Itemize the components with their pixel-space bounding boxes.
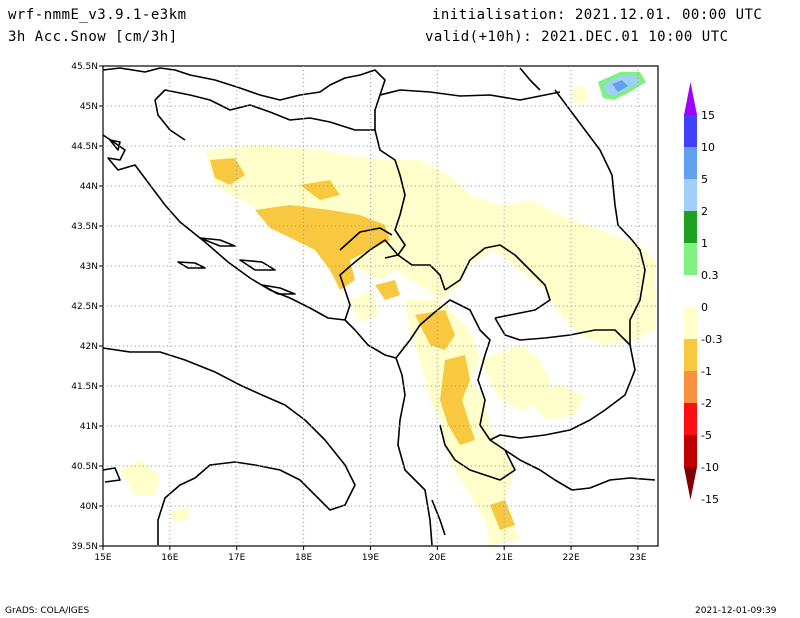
colorbar-label: -2 (701, 397, 712, 410)
lon-tick-label: 16E (161, 553, 178, 563)
colorbar-segment (684, 435, 697, 467)
valid-time: valid(+10h): 2021.DEC.01 10:00 UTC (425, 29, 729, 45)
lat-tick-label: 45.5N (71, 62, 98, 72)
lat-tick-label: 43N (80, 262, 98, 272)
colorbar-label: 0.3 (701, 269, 719, 282)
colorbar-label: -1 (701, 365, 712, 378)
lat-tick-labels: 45.5N 45N 44.5N 44N 43.5N 43N 42.5N 42N 41.5N 41N… (71, 62, 103, 552)
lat-tick-label: 44.5N (71, 142, 98, 152)
lat-tick-label: 43.5N (71, 222, 98, 232)
colorbar-segment (684, 371, 697, 403)
lat-tick-label: 41N (80, 422, 98, 432)
lon-tick-label: 21E (496, 553, 513, 563)
colorbar-top-arrow (684, 82, 697, 115)
colorbar-label: 10 (701, 141, 715, 154)
lat-tick-label: 40.5N (71, 462, 98, 472)
colorbar-label: -10 (701, 461, 719, 474)
colorbar-segment (684, 307, 697, 339)
field-title: 3h Acc.Snow [cm/3h] (8, 29, 178, 45)
footer-timestamp: 2021-12-01-09:39 (695, 606, 777, 616)
lon-tick-label: 23E (629, 553, 646, 563)
snow-field (120, 72, 655, 545)
lon-tick-label: 20E (429, 553, 446, 563)
lon-tick-label: 17E (228, 553, 245, 563)
init-time: initialisation: 2021.12.01. 00:00 UTC (432, 7, 763, 23)
colorbar-segment (684, 115, 697, 147)
colorbar: 15 10 5 2 1 0.3 0 -0.3 -1 -2 -5 -10 -15 (684, 82, 722, 506)
lat-tick-label: 42N (80, 342, 98, 352)
colorbar-label: -5 (701, 429, 712, 442)
lon-tick-label: 19E (362, 553, 379, 563)
footer-credit: GrADS: COLA/IGES (5, 606, 90, 616)
colorbar-label: 15 (701, 109, 715, 122)
lat-tick-label: 45N (80, 102, 98, 112)
lat-tick-label: 39.5N (71, 542, 98, 552)
lon-tick-labels: 15E 16E 17E 18E 19E 20E 21E 22E 23E (94, 546, 647, 563)
lon-tick-label: 22E (563, 553, 580, 563)
colorbar-segment (684, 275, 697, 307)
lat-tick-label: 44N (80, 182, 98, 192)
colorbar-label: 2 (701, 205, 708, 218)
colorbar-label: -0.3 (701, 333, 722, 346)
colorbar-segment (684, 243, 697, 275)
colorbar-label: 1 (701, 237, 708, 250)
colorbar-segment (684, 339, 697, 371)
lat-tick-label: 41.5N (71, 382, 98, 392)
colorbar-label: 0 (701, 301, 708, 314)
lat-tick-label: 40N (80, 502, 98, 512)
colorbar-bottom-arrow (684, 467, 697, 500)
gridlines (103, 66, 658, 546)
coastline-borders (102, 67, 656, 546)
colorbar-segment (684, 403, 697, 435)
colorbar-label: 5 (701, 173, 708, 186)
colorbar-segment (684, 211, 697, 243)
colorbar-segment (684, 147, 697, 179)
lon-tick-label: 15E (94, 553, 111, 563)
model-title: wrf-nmmE_v3.9.1-e3km (8, 7, 187, 23)
colorbar-label: -15 (701, 493, 719, 506)
lon-tick-label: 18E (295, 553, 312, 563)
colorbar-segment (684, 179, 697, 211)
lat-tick-label: 42.5N (71, 302, 98, 312)
